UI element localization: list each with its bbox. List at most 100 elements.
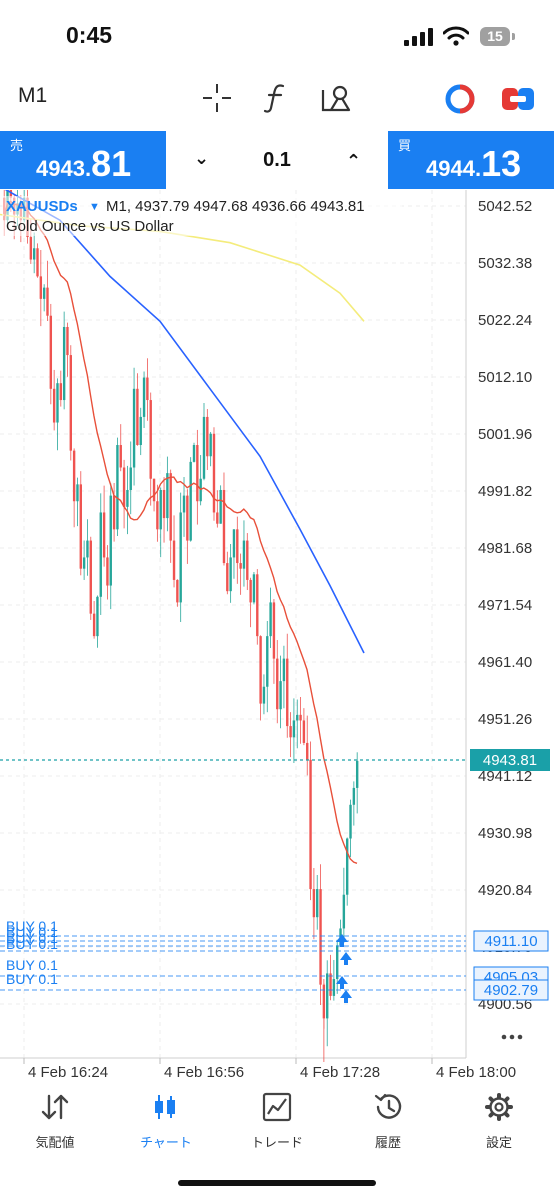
- symbol-dropdown-icon[interactable]: ▼: [89, 201, 100, 213]
- objects-icon[interactable]: [320, 83, 352, 113]
- candle-body: [112, 495, 116, 530]
- candle-body: [246, 540, 249, 580]
- candle-body: [236, 529, 239, 564]
- sell-button[interactable]: 売 4943.81: [0, 131, 166, 189]
- trade-panel-icon[interactable]: [502, 86, 534, 112]
- candle-body: [349, 804, 352, 839]
- one-click-trading-icon[interactable]: [444, 83, 476, 115]
- candle-body: [72, 450, 76, 502]
- price-label: 4951.26: [478, 711, 532, 728]
- candle-body: [139, 416, 142, 446]
- history-icon: [374, 1093, 402, 1119]
- price-label: 4941.12: [478, 768, 532, 785]
- candle-body: [299, 714, 302, 721]
- candle-body: [92, 613, 96, 637]
- candle-body: [296, 714, 299, 721]
- date-label: 4 Feb 16:56: [164, 1064, 244, 1081]
- nav-trade[interactable]: トレード: [222, 1092, 332, 1151]
- candle-body: [39, 276, 43, 299]
- price-label: 5001.96: [478, 426, 532, 443]
- lot-selector: ⌄ 0.1 ⌃: [166, 131, 388, 189]
- candle-body: [302, 720, 306, 743]
- nav-chart[interactable]: チャート: [111, 1092, 221, 1151]
- price-label: 4961.40: [478, 654, 532, 671]
- candle-body: [342, 894, 346, 929]
- candle-body: [102, 512, 106, 558]
- nav-settings[interactable]: 設定: [444, 1092, 554, 1151]
- price-label: 4930.98: [478, 825, 532, 842]
- candle-body: [232, 529, 236, 558]
- candle-body: [276, 658, 279, 710]
- price-label: 5022.24: [478, 312, 532, 329]
- candle-body: [256, 574, 259, 637]
- candle-body: [286, 658, 289, 727]
- candle-body: [76, 484, 79, 502]
- candle-body: [289, 726, 292, 738]
- order-label[interactable]: BUY 0.1: [6, 957, 58, 973]
- candle-body: [162, 489, 166, 519]
- candle-body: [149, 400, 152, 479]
- candle-body: [272, 602, 276, 659]
- sell-label: 売: [10, 139, 24, 154]
- candle-body: [62, 326, 66, 401]
- order-price-tag: [473, 930, 549, 952]
- order-label[interactable]: BUY 0.1: [6, 971, 58, 987]
- order-label[interactable]: BUY 0.1: [6, 936, 58, 952]
- nav-settings-label: 設定: [485, 1136, 512, 1151]
- more-icon[interactable]: [501, 1034, 523, 1040]
- candle-body: [89, 540, 92, 614]
- buy-button[interactable]: 買 4944.13: [388, 131, 554, 189]
- candle-body: [86, 540, 89, 558]
- candle-body: [179, 512, 182, 603]
- candle-body: [249, 579, 252, 603]
- order-label[interactable]: BUY 0.1: [6, 918, 58, 934]
- candle-body: [49, 315, 53, 389]
- crosshair-icon[interactable]: [202, 83, 232, 113]
- candle-body: [159, 489, 162, 530]
- candle-body: [216, 512, 219, 524]
- candle-body: [109, 495, 112, 586]
- lot-increase-icon[interactable]: ⌃: [346, 151, 362, 172]
- candle-body: [82, 557, 86, 569]
- candle-body: [269, 602, 272, 637]
- trade-arrow-stem: [340, 942, 344, 947]
- candle-body: [52, 388, 56, 423]
- trade-arrow-stem: [344, 960, 348, 965]
- chart-info: XAUUSDs ▼ M1, 4937.79 4947.68 4936.66 49…: [2, 196, 402, 236]
- candle-body: [9, 190, 13, 198]
- symbol-description: Gold Ounce vs US Dollar: [6, 218, 174, 235]
- symbol-name[interactable]: XAUUSDs: [6, 198, 78, 215]
- order-label[interactable]: BUY 0.1: [6, 924, 58, 940]
- candle-body: [152, 478, 156, 502]
- lot-decrease-icon[interactable]: ⌄: [194, 148, 210, 169]
- candle-body: [169, 473, 172, 541]
- candle-body: [192, 445, 196, 462]
- candle-body: [319, 889, 322, 985]
- candle-body: [329, 973, 332, 996]
- timeframe-button[interactable]: M1: [18, 84, 48, 107]
- candle-body: [336, 945, 339, 980]
- candle-body: [189, 461, 192, 541]
- candle-body: [119, 445, 122, 468]
- order-price-tag: [473, 979, 549, 1001]
- ma-mid-line: [4, 190, 365, 654]
- nav-quotes[interactable]: 気配値: [0, 1092, 110, 1151]
- price-label: 5032.38: [478, 255, 532, 272]
- nav-history[interactable]: 履歴: [333, 1092, 443, 1151]
- candle-body: [42, 287, 46, 299]
- price-label: 4991.82: [478, 483, 532, 500]
- order-label[interactable]: BUY 0.1: [6, 930, 58, 946]
- candle-body: [156, 501, 159, 530]
- trade-icon: [262, 1092, 292, 1122]
- candle-body: [122, 467, 126, 507]
- price-label: 5042.52: [478, 198, 532, 215]
- lot-value[interactable]: 0.1: [263, 149, 291, 171]
- candle-body: [242, 540, 246, 569]
- indicators-icon[interactable]: [263, 82, 289, 114]
- candle-body: [212, 433, 216, 513]
- price-chart[interactable]: 5042.52 5032.38 5022.24 5012.10 5001.96 4991.…: [0, 190, 554, 1086]
- candle-body: [239, 563, 242, 569]
- order-price-text: 4902.79: [484, 982, 538, 999]
- candle-body: [176, 579, 179, 603]
- date-axis: 4 Feb 16:24 4 Feb 16:56 4 Feb 17:28 4 Feb 1…: [23, 1058, 516, 1081]
